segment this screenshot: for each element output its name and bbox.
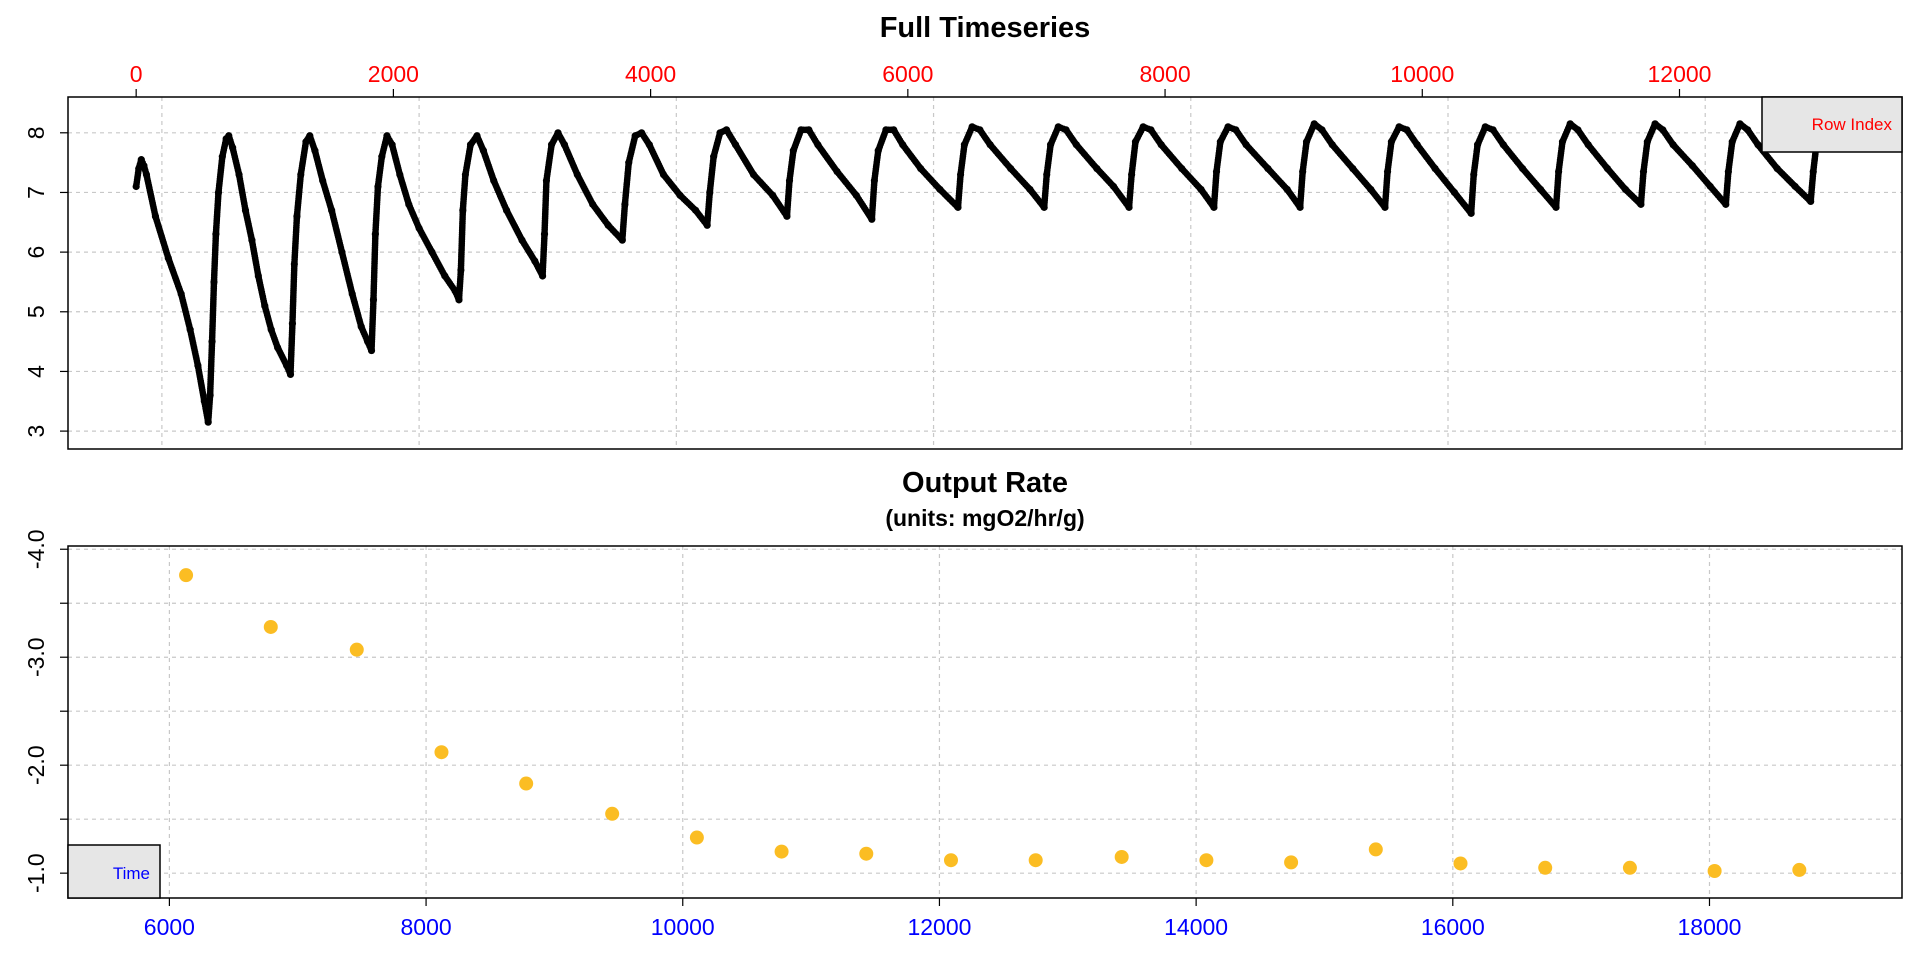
x-tick-label: 2000 — [368, 61, 419, 87]
plot-frame — [67, 96, 1903, 450]
x-tick-label: 6000 — [882, 61, 933, 87]
data-point — [434, 745, 449, 760]
x-axis-bottom: 6000 8000 10000 12000 14000 16000 18000 — [144, 898, 1742, 940]
data-point — [1622, 860, 1637, 875]
data-point — [1028, 853, 1043, 868]
data-point — [1453, 856, 1468, 871]
legend: Row Index — [1761, 96, 1903, 153]
x-tick-label: 4000 — [625, 61, 676, 87]
data-point — [689, 830, 704, 845]
y-tick-label: 7 — [23, 186, 49, 199]
x-tick-label: 12000 — [1648, 61, 1712, 87]
x-tick-label: 18000 — [1678, 914, 1742, 940]
data-point — [519, 776, 534, 791]
data-point — [1199, 853, 1214, 868]
legend: Time — [67, 844, 161, 899]
output-rate-panel: Output Rate (units: mgO2/hr/g) 6000 8000 1… — [23, 467, 1903, 940]
legend-label: Time — [113, 864, 150, 883]
y-tick-label: 6 — [23, 246, 49, 259]
data-point — [263, 619, 278, 634]
chart-title: Full Timeseries — [880, 12, 1091, 44]
y-axis: -1.0 -2.0 -3.0 -4.0 — [23, 529, 68, 893]
x-tick-label: 6000 — [144, 914, 195, 940]
y-tick-label: -3.0 — [23, 637, 49, 677]
x-tick-label: 14000 — [1164, 914, 1228, 940]
y-tick-label: -4.0 — [23, 529, 49, 569]
series-points — [132, 120, 1821, 426]
x-tick-label: 0 — [130, 61, 143, 87]
chart-subtitle: (units: mgO2/hr/g) — [885, 505, 1084, 531]
data-point — [774, 844, 789, 859]
data-point — [349, 642, 364, 657]
y-tick-label: -1.0 — [23, 853, 49, 893]
data-point — [1284, 855, 1299, 870]
legend-box — [67, 844, 161, 899]
x-tick-label: 8000 — [400, 914, 451, 940]
y-tick-label: 3 — [23, 425, 49, 438]
x-tick-label: 12000 — [907, 914, 971, 940]
x-tick-label: 8000 — [1139, 61, 1190, 87]
x-tick-label: 16000 — [1421, 914, 1485, 940]
chart-title: Output Rate — [902, 467, 1068, 499]
data-point — [179, 568, 194, 583]
x-tick-label: 10000 — [1390, 61, 1454, 87]
plot-frame — [67, 545, 1903, 899]
data-point — [859, 846, 874, 861]
data-point — [1792, 862, 1807, 877]
y-tick-label: 5 — [23, 305, 49, 318]
legend-label: Row Index — [1812, 115, 1893, 134]
y-tick-label: 4 — [23, 365, 49, 378]
grid — [68, 97, 1902, 449]
grid — [68, 546, 1902, 898]
data-point — [1707, 864, 1722, 879]
x-axis-top: 0 2000 4000 6000 8000 10000 12000 — [130, 61, 1712, 97]
y-tick-label: -2.0 — [23, 745, 49, 785]
full-timeseries-panel: Full Timeseries 0 2000 4000 6000 8000 10000 12… — [23, 12, 1903, 450]
data-point — [1368, 842, 1383, 857]
data-point — [605, 806, 620, 821]
legend-box — [1761, 96, 1903, 153]
series-points — [179, 568, 1807, 879]
y-axis: 3 4 5 6 7 8 — [23, 126, 68, 438]
y-tick-label: 8 — [23, 126, 49, 139]
x-tick-label: 10000 — [651, 914, 715, 940]
data-point — [1538, 860, 1553, 875]
data-point — [943, 853, 958, 868]
data-point — [1114, 849, 1129, 864]
